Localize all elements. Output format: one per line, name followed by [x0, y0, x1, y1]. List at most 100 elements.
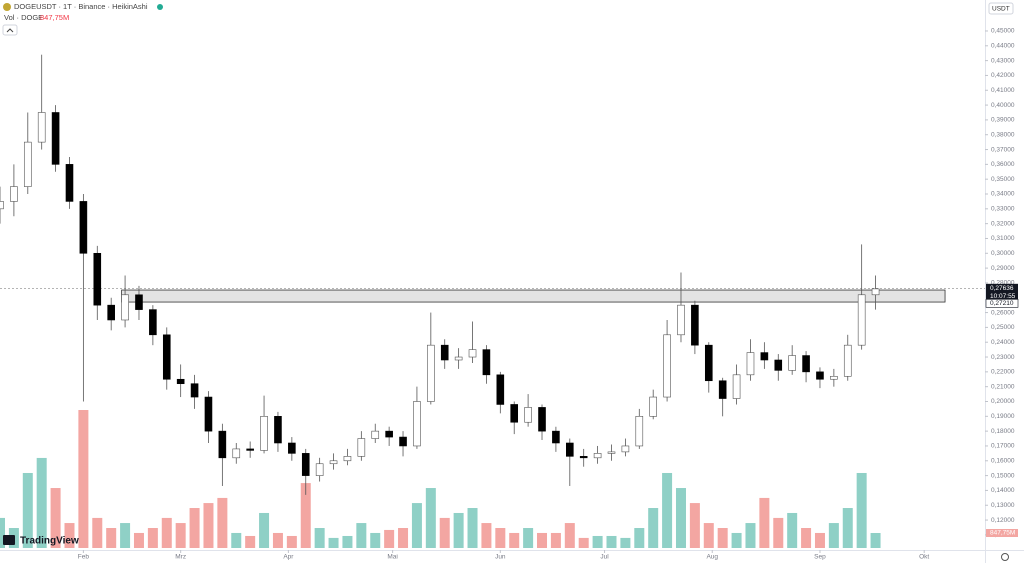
logo-icon: [3, 535, 15, 545]
y-tick-label: 0,38000: [991, 131, 1015, 138]
candle-body: [788, 355, 796, 371]
volume-bar: [259, 512, 270, 548]
volume-bar: [870, 533, 881, 548]
y-tick-label: 0,34000: [991, 191, 1015, 198]
resistance-zone: [121, 289, 946, 303]
volume-bar: [537, 532, 548, 548]
x-tick-label: Jul: [600, 554, 609, 561]
volume-title[interactable]: Vol · DOGE: [4, 13, 43, 22]
volume-bar: [0, 517, 5, 548]
candle-body: [357, 438, 366, 457]
symbol-title[interactable]: DOGEUSDT · 1T · Binance · HeikinAshi: [14, 2, 148, 11]
candle-body: [552, 430, 560, 444]
currency-button[interactable]: [988, 2, 1014, 15]
volume-bar: [689, 503, 700, 548]
x-tick-label: Feb: [78, 554, 90, 561]
candle-body: [135, 294, 143, 310]
y-tick-label: 0,12000: [991, 517, 1015, 524]
volume-bar: [147, 528, 158, 548]
y-tick-label: 0,16000: [991, 457, 1015, 464]
candle-body: [176, 378, 185, 385]
candle-body: [677, 304, 685, 336]
last-price-box: [986, 283, 1018, 301]
volume-bar: [411, 503, 422, 548]
collapse-icon: [6, 28, 14, 33]
y-tick-label: 0,22000: [991, 369, 1015, 376]
y-tick-label: 0,32000: [991, 220, 1015, 227]
volume-bar: [606, 535, 617, 548]
candle-body: [857, 294, 866, 346]
volume-bar: [439, 517, 450, 548]
y-tick-label: 0,42000: [991, 72, 1015, 79]
x-tick-label: Okt: [919, 554, 929, 561]
volume-bar: [370, 532, 381, 548]
status-dot: [157, 4, 163, 10]
candle-body: [538, 407, 546, 432]
candle-body: [593, 453, 602, 459]
candle-body: [635, 416, 644, 447]
volume-bar: [203, 503, 214, 548]
y-tick-label: 0,36000: [991, 161, 1015, 168]
x-tick-label: Sep: [814, 554, 826, 561]
candle-body: [524, 407, 532, 423]
volume-bar: [662, 472, 673, 548]
volume-bar: [759, 497, 770, 548]
candle-body: [704, 344, 713, 382]
countdown: 10:07:55: [990, 293, 1016, 300]
volume-bar: [773, 517, 784, 548]
settings-icon[interactable]: [1001, 553, 1009, 561]
candle-body: [413, 401, 421, 447]
volume-bar: [78, 410, 89, 548]
volume-bar: [175, 523, 186, 548]
candle-body: [260, 416, 268, 451]
volume-bar: [453, 512, 464, 548]
volume-bar: [828, 523, 839, 548]
volume-bar: [189, 508, 200, 548]
volume-bar: [133, 532, 144, 548]
candle-body: [774, 359, 783, 371]
volume-bar: [398, 528, 409, 548]
y-tick-label: 0,19000: [991, 413, 1015, 420]
candle-body: [218, 430, 227, 459]
candle-body: [427, 344, 435, 402]
candle-body: [454, 356, 463, 361]
x-tick-label: Apr: [283, 554, 294, 561]
y-tick-label: 0,35000: [991, 176, 1015, 183]
marked-price-label: 0,27210: [990, 300, 1014, 307]
candle-body: [51, 112, 60, 165]
candle-body: [246, 448, 254, 451]
candle-body: [121, 294, 129, 321]
y-tick-label: 0,14000: [991, 487, 1015, 494]
volume-bar: [50, 488, 61, 548]
volume-bar: [814, 532, 825, 548]
volume-bar: [328, 537, 339, 548]
volume-bar: [801, 528, 812, 548]
candle-body: [371, 430, 380, 439]
candle-body: [802, 355, 810, 373]
volume-bar: [231, 532, 242, 548]
volume-bar: [703, 523, 714, 548]
candle-body: [663, 334, 671, 398]
candle-body: [232, 448, 241, 459]
volume-bar: [578, 537, 589, 548]
volume-bar: [481, 523, 492, 548]
candle-body: [343, 456, 352, 462]
y-tick-label: 0,45000: [991, 28, 1015, 35]
candle-body: [315, 463, 324, 476]
volume-bar: [564, 523, 575, 548]
y-tick-label: 0,24000: [991, 339, 1015, 346]
collapse-button[interactable]: [2, 24, 18, 36]
volume-value: 847,75M: [40, 13, 69, 22]
x-tick-label: Mai: [387, 554, 397, 561]
y-tick-label: 0,13000: [991, 502, 1015, 509]
volume-bar: [92, 517, 103, 548]
volume-bar: [523, 528, 534, 548]
volume-bar: [675, 488, 686, 548]
candle-body: [440, 344, 449, 361]
volume-bar: [425, 488, 436, 548]
volume-bar: [856, 472, 867, 548]
y-tick-label: 0,23000: [991, 354, 1015, 361]
candle-body: [288, 442, 296, 454]
volume-bar: [648, 508, 659, 548]
